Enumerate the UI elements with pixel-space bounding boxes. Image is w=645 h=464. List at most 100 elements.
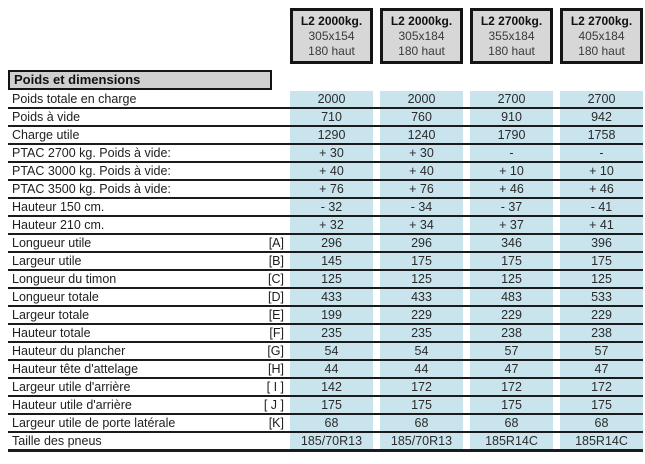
value-cell: 296 [380, 235, 463, 251]
value-cell: 172 [470, 379, 553, 395]
value-cell: 229 [380, 307, 463, 323]
row-label: Hauteur 210 cm. [12, 218, 105, 232]
value-cell: 433 [380, 289, 463, 305]
value-cell: 2700 [470, 91, 553, 107]
value-cell: + 40 [380, 163, 463, 179]
row-ref: [B] [268, 254, 284, 268]
table-row: Largeur utile d'arrière [ I ] 142 172 17… [8, 379, 643, 397]
model-size: 305x184 [398, 29, 445, 43]
value-cell: 175 [380, 397, 463, 413]
row-ref: [C] [268, 272, 284, 286]
value-cell: + 10 [560, 163, 643, 179]
value-cell: 235 [290, 325, 373, 341]
model-header-box-3: L2 2700kg. 355x184 180 haut [470, 8, 553, 64]
value-cell: 54 [380, 343, 463, 359]
value-cell: 175 [380, 253, 463, 269]
row-label: Largeur utile d'arrière [12, 380, 131, 394]
value-cell: 1290 [290, 127, 373, 143]
table-row: Taille des pneus 185/70R13 185/70R13 185… [8, 433, 643, 452]
table-row: Longueur du timon [C] 125 125 125 125 [8, 271, 643, 289]
row-label: Longueur du timon [12, 272, 117, 286]
model-size: 355x184 [488, 29, 535, 43]
row-ref [254, 163, 290, 179]
model-height: 180 haut [488, 44, 535, 58]
value-cell: 185/70R13 [380, 433, 463, 449]
row-ref: [D] [268, 290, 284, 304]
value-cell: 125 [290, 271, 373, 287]
row-ref: [G] [267, 344, 284, 358]
row-label: PTAC 3000 kg. Poids à vide: [12, 164, 171, 178]
model-height: 180 haut [398, 44, 445, 58]
row-label: Hauteur utile d'arrière [12, 398, 132, 412]
model-title: L2 2700kg. [480, 14, 543, 28]
row-ref [254, 127, 290, 143]
model-header-box-4: L2 2700kg. 405x184 180 haut [560, 8, 643, 64]
value-cell: 145 [290, 253, 373, 269]
row-ref: [K] [268, 416, 284, 430]
value-cell: 238 [560, 325, 643, 341]
model-header-box-1: L2 2000kg. 305x154 180 haut [290, 8, 373, 64]
row-label: Poids totale en charge [12, 92, 137, 106]
value-cell: 2000 [380, 91, 463, 107]
value-cell: - 37 [470, 199, 553, 215]
value-cell: 1240 [380, 127, 463, 143]
row-ref [254, 199, 290, 215]
value-cell: 175 [470, 253, 553, 269]
value-cell: + 40 [290, 163, 373, 179]
value-cell: 910 [470, 109, 553, 125]
value-cell: 57 [470, 343, 553, 359]
row-label: Largeur utile [12, 254, 82, 268]
value-cell: 68 [380, 415, 463, 431]
table-row: Largeur utile de porte latérale [K] 68 6… [8, 415, 643, 433]
value-cell: - 41 [560, 199, 643, 215]
model-size: 405x184 [578, 29, 625, 43]
table-row: Poids totale en charge 2000 2000 2700 27… [8, 91, 643, 109]
value-cell: 142 [290, 379, 373, 395]
value-cell: 942 [560, 109, 643, 125]
value-cell: 44 [290, 361, 373, 377]
table-row: Poids à vide 710 760 910 942 [8, 109, 643, 127]
value-cell: 175 [560, 397, 643, 413]
value-cell: 483 [470, 289, 553, 305]
row-label: Taille des pneus [12, 434, 102, 448]
row-ref [254, 433, 290, 449]
value-cell: + 32 [290, 217, 373, 233]
value-cell: 296 [290, 235, 373, 251]
row-label: PTAC 2700 kg. Poids à vide: [12, 146, 171, 160]
value-cell: 125 [470, 271, 553, 287]
value-cell: 1758 [560, 127, 643, 143]
model-header-box-2: L2 2000kg. 305x184 180 haut [380, 8, 463, 64]
value-cell: 68 [560, 415, 643, 431]
value-cell: + 37 [470, 217, 553, 233]
value-cell: 175 [290, 397, 373, 413]
model-title: L2 2000kg. [300, 14, 363, 28]
table-row: Longueur utile [A] 296 296 346 396 [8, 235, 643, 253]
value-cell: 68 [470, 415, 553, 431]
row-ref [254, 91, 290, 107]
row-label: Hauteur 150 cm. [12, 200, 105, 214]
value-cell: 125 [380, 271, 463, 287]
value-cell: 346 [470, 235, 553, 251]
row-label: Largeur utile de porte latérale [12, 416, 176, 430]
model-title: L2 2000kg. [390, 14, 453, 28]
value-cell: 54 [290, 343, 373, 359]
model-title: L2 2700kg. [570, 14, 633, 28]
value-cell: + 30 [380, 145, 463, 161]
value-cell: 433 [290, 289, 373, 305]
value-cell: 47 [470, 361, 553, 377]
value-cell: 44 [380, 361, 463, 377]
row-ref: [ J ] [263, 398, 284, 412]
value-cell: 1790 [470, 127, 553, 143]
value-cell: 229 [560, 307, 643, 323]
value-cell: - 32 [290, 199, 373, 215]
table-row: Largeur utile [B] 145 175 175 175 [8, 253, 643, 271]
value-cell: 175 [470, 397, 553, 413]
value-cell: 235 [380, 325, 463, 341]
row-ref: [F] [269, 326, 284, 340]
value-cell: 185/70R13 [290, 433, 373, 449]
table-row: PTAC 2700 kg. Poids à vide: + 30 + 30 - … [8, 145, 643, 163]
row-ref [254, 181, 290, 197]
value-cell: + 46 [560, 181, 643, 197]
value-cell: 68 [290, 415, 373, 431]
